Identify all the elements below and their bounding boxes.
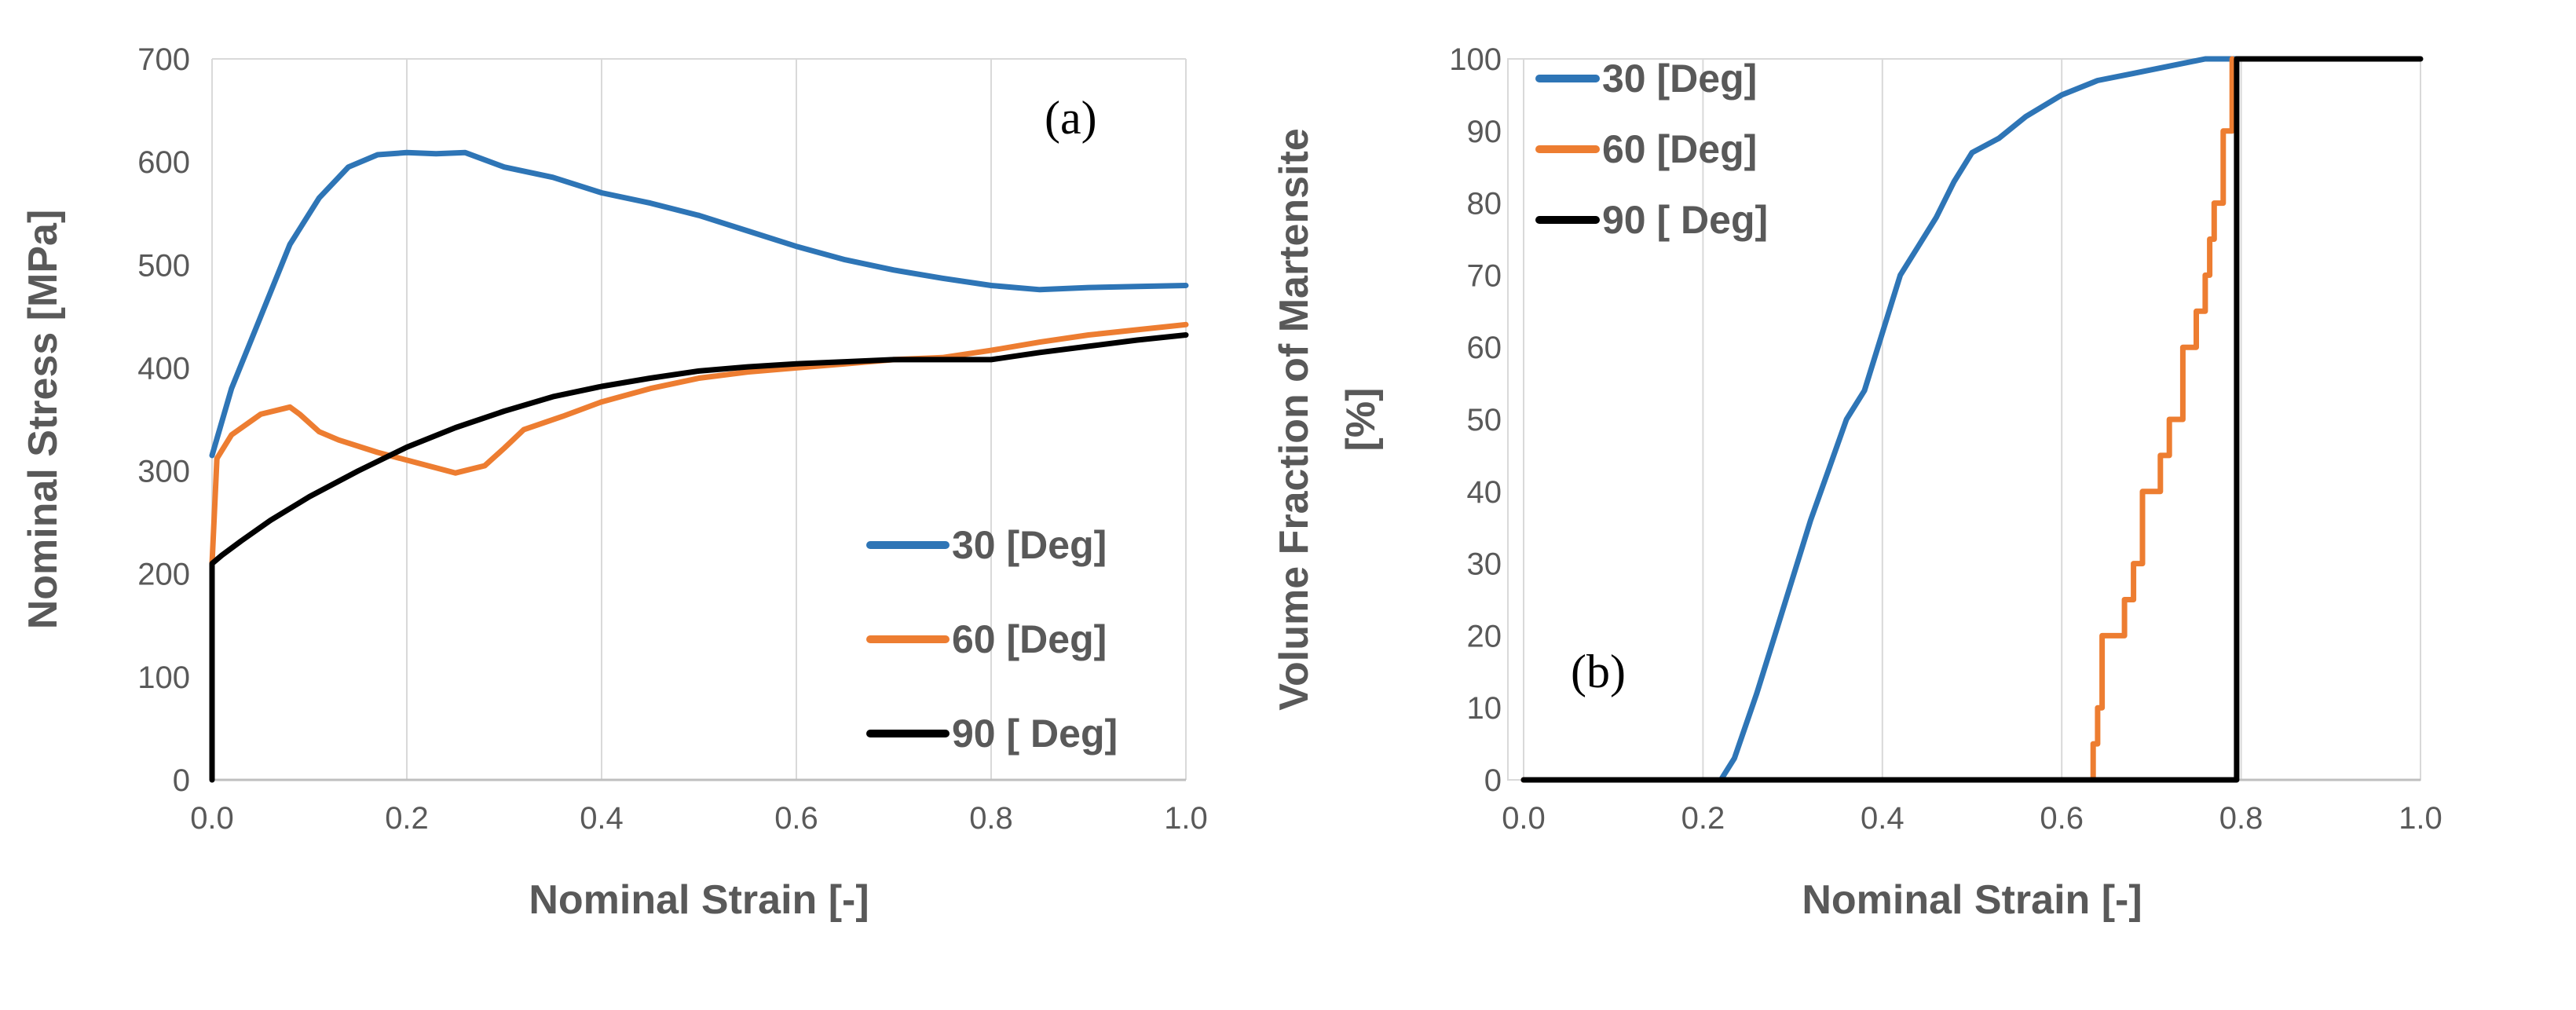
p0-y-tick-label: 700 — [137, 42, 190, 77]
p1-x-tick-label: 0.4 — [1861, 801, 1905, 836]
p1-y-tick-label: 50 — [1467, 403, 1502, 437]
p1-x-tick-label: 1.0 — [2399, 801, 2442, 836]
p1-y-tick-label: 100 — [1449, 42, 1502, 77]
p0-x-tick-label: 0.6 — [774, 801, 818, 836]
p1-series-line-1 — [1520, 56, 2235, 783]
p1-x-axis-title: Nominal Strain [-] — [1802, 877, 2142, 923]
p1-legend-label: 60 [Deg] — [1602, 127, 1757, 171]
p1-y-tick-label: 20 — [1467, 619, 1502, 653]
p0-y-tick-label: 500 — [137, 248, 190, 283]
p1-y-tick-label: 30 — [1467, 547, 1502, 582]
p0-x-axis-title: Nominal Strain [-] — [529, 877, 869, 923]
p1-legend-label: 90 [ Deg] — [1602, 198, 1768, 242]
p0-y-tick-label: 400 — [137, 351, 190, 386]
p1-x-tick-label: 0.2 — [1681, 801, 1725, 836]
p0-x-tick-label: 0.2 — [385, 801, 429, 836]
p0-y-tick-label: 0 — [173, 763, 190, 798]
p0-x-tick-label: 0.0 — [190, 801, 234, 836]
p1-y-tick-label: 70 — [1467, 258, 1502, 293]
p0-x-tick-label: 1.0 — [1164, 801, 1208, 836]
p0-y-tick-label: 200 — [137, 558, 190, 592]
p0-panel-label: (a) — [1045, 92, 1097, 144]
p0-legend-label: 30 [Deg] — [952, 523, 1107, 567]
p0-legend-label: 60 [Deg] — [952, 617, 1107, 661]
p1-x-tick-label: 0.0 — [1502, 801, 1546, 836]
p0-y-tick-label: 300 — [137, 455, 190, 489]
chart-panel-a: 0.0 0.2 0.4 0.6 0.8 1.0 0 100 200 300 400 500 600 700… — [20, 42, 1208, 923]
p1-panel-label: (b) — [1571, 646, 1626, 697]
p0-y-axis-title: Nominal Stress [MPa] — [20, 210, 66, 630]
p1-y-tick-label: 90 — [1467, 115, 1502, 149]
p1-x-tick-label: 0.6 — [2040, 801, 2084, 836]
p1-y-tick-label: 60 — [1467, 331, 1502, 365]
p1-series-line-2 — [1520, 56, 2424, 783]
p1-x-tick-label: 0.8 — [2219, 801, 2263, 836]
p1-y-axis-title: [%] — [1338, 388, 1384, 452]
p1-series-line-0 — [1520, 56, 2245, 783]
p1-y-tick-label: 10 — [1467, 691, 1502, 726]
p0-x-tick-label: 0.8 — [969, 801, 1013, 836]
chart-panel-b: 0.0 0.2 0.4 0.6 0.8 1.0 0 10 20 30 40 50 60 70 80 90 100… — [1272, 42, 2442, 923]
p1-y-axis-title: Volume Fraction of Martensite — [1272, 128, 1317, 711]
p0-series-line-1 — [209, 321, 1189, 567]
p0-series-line-2 — [209, 332, 1189, 783]
p0-legend-label: 90 [ Deg] — [952, 712, 1118, 756]
p1-y-tick-label: 40 — [1467, 475, 1502, 510]
p0-y-tick-label: 600 — [137, 145, 190, 180]
p0-series-line-0 — [209, 149, 1189, 459]
p0-x-tick-label: 0.4 — [580, 801, 624, 836]
p1-y-tick-label: 0 — [1484, 763, 1502, 798]
p0-y-tick-label: 100 — [137, 661, 190, 695]
p1-y-tick-label: 80 — [1467, 187, 1502, 221]
p1-legend-label: 30 [Deg] — [1602, 57, 1757, 101]
